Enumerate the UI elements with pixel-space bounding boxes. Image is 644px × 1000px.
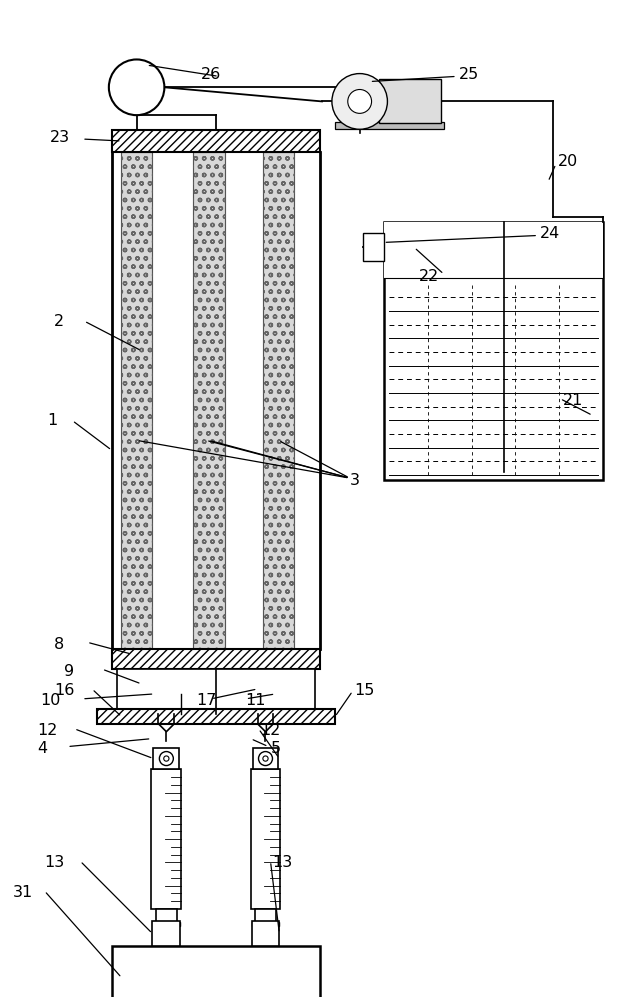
Text: 10: 10 xyxy=(41,693,61,708)
Bar xyxy=(156,909,176,924)
Text: 1: 1 xyxy=(48,413,58,428)
Text: 8: 8 xyxy=(54,637,64,652)
Bar xyxy=(251,769,280,909)
Text: 2: 2 xyxy=(54,314,64,328)
Text: 12: 12 xyxy=(37,723,58,738)
Circle shape xyxy=(164,756,169,761)
Bar xyxy=(252,921,279,946)
Bar xyxy=(263,152,294,649)
Bar xyxy=(112,649,320,669)
Bar xyxy=(121,152,153,649)
Text: 25: 25 xyxy=(459,67,479,82)
Bar xyxy=(112,946,320,1000)
Circle shape xyxy=(263,756,268,761)
Text: 26: 26 xyxy=(201,67,222,82)
Bar xyxy=(151,769,181,909)
Text: 20: 20 xyxy=(558,154,578,169)
Text: 16: 16 xyxy=(54,683,75,698)
Text: 9: 9 xyxy=(64,664,74,679)
Bar xyxy=(252,748,278,769)
Bar xyxy=(255,909,276,924)
Bar xyxy=(153,748,179,769)
Bar xyxy=(153,921,180,946)
Text: 4: 4 xyxy=(37,741,48,756)
Circle shape xyxy=(258,752,272,766)
Text: 13: 13 xyxy=(44,855,64,870)
Text: 12: 12 xyxy=(261,723,281,738)
Circle shape xyxy=(332,74,388,129)
Bar xyxy=(97,709,335,724)
Text: 31: 31 xyxy=(13,885,33,900)
Bar xyxy=(117,669,315,714)
Text: 15: 15 xyxy=(355,683,375,698)
Bar xyxy=(384,222,603,278)
Text: 5: 5 xyxy=(270,741,281,756)
Text: 17: 17 xyxy=(196,693,216,708)
Circle shape xyxy=(348,89,372,113)
Text: 22: 22 xyxy=(419,269,439,284)
Bar xyxy=(193,152,225,649)
Bar xyxy=(363,233,384,261)
Text: 13: 13 xyxy=(272,855,292,870)
Text: 11: 11 xyxy=(245,693,266,708)
Text: 23: 23 xyxy=(50,130,70,145)
Bar xyxy=(252,922,279,926)
Bar xyxy=(193,152,225,649)
Circle shape xyxy=(109,59,164,115)
Text: 21: 21 xyxy=(563,393,583,408)
Text: 3: 3 xyxy=(350,473,360,488)
Bar xyxy=(153,856,180,908)
Bar xyxy=(112,130,320,152)
Bar xyxy=(384,222,603,480)
Bar xyxy=(335,122,444,129)
Bar xyxy=(263,152,294,649)
Bar xyxy=(121,152,153,649)
Bar xyxy=(379,79,441,123)
Text: 24: 24 xyxy=(540,226,560,241)
Bar xyxy=(252,856,279,908)
Bar xyxy=(153,922,180,926)
Circle shape xyxy=(159,752,173,766)
